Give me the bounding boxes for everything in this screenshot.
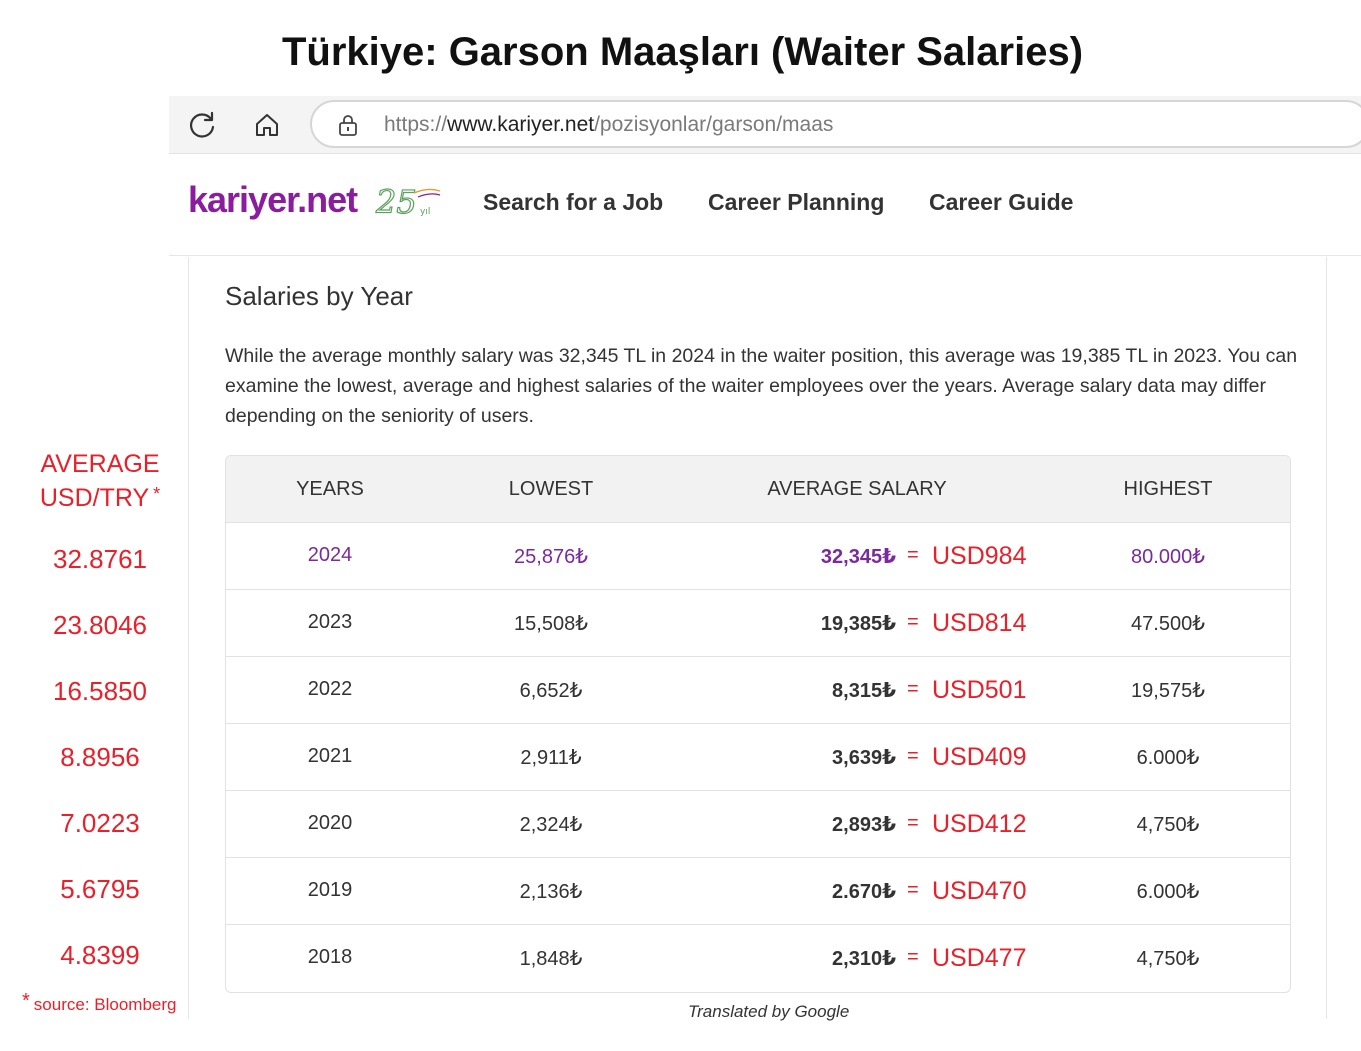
url-domain: www.kariyer.net (447, 113, 595, 136)
table-row: 2021 2,911₺ 3,639₺ = USD409 6.000₺ (226, 724, 1290, 791)
source-note: * source: Bloomberg (22, 990, 176, 1015)
cell-usd-equivalent: USD477 (932, 944, 1027, 972)
usd-try-rate: 4.8399 (60, 940, 140, 970)
cell-usd-equivalent: USD984 (932, 542, 1027, 570)
cell-highest: 47.500₺ (1131, 613, 1205, 635)
cell-year: 2022 (307, 678, 353, 700)
cell-average: 32,345₺ (820, 546, 896, 568)
cell-lowest: 2,911₺ (520, 747, 582, 769)
usd-try-rate: 32.8761 (53, 544, 147, 574)
rates-title-line1: AVERAGE (40, 450, 160, 478)
usd-try-rates-title: AVERAGE USD/TRY * (20, 449, 180, 513)
anniversary-25-badge: 25 yıl (374, 183, 441, 219)
cell-lowest: 15,508₺ (514, 613, 588, 635)
header-highest: HIGHEST (1123, 478, 1213, 500)
page-title: Türkiye: Garson Maaşları (Waiter Salarie… (281, 30, 1084, 74)
source-star: * (22, 990, 30, 1012)
usd-try-rate: 5.6795 (60, 874, 140, 904)
cell-highest: 4,750₺ (1136, 948, 1200, 970)
cell-average: 2,893₺ (832, 814, 896, 836)
table-row: 2023 15,508₺ 19,385₺ = USD814 47.500₺ (226, 590, 1290, 657)
table-header: YEARS LOWEST AVERAGE SALARY HIGHEST (226, 456, 1290, 523)
table-row: 2019 2,136₺ 2.670₺ = USD470 6.000₺ (226, 858, 1290, 925)
lock-icon[interactable] (336, 113, 360, 137)
cell-highest: 80.000₺ (1131, 546, 1205, 568)
equals-sign: = (907, 611, 919, 633)
usd-try-rate: 8.8956 (60, 742, 140, 772)
cell-lowest: 1,848₺ (519, 948, 583, 970)
usd-try-rate: 16.5850 (53, 676, 147, 706)
translation-credit: Translated by Google (688, 1002, 850, 1021)
equals-sign: = (907, 544, 919, 566)
svg-text:yıl: yıl (420, 207, 430, 217)
source-text: source: Bloomberg (33, 995, 177, 1014)
nav-search-for-a-job[interactable]: Search for a Job (483, 189, 664, 215)
rates-title-star: * (153, 484, 161, 504)
url-text: https://www.kariyer.net/pozisyonlar/gars… (384, 113, 833, 137)
equals-sign: = (907, 745, 919, 767)
usd-try-rate: 23.8046 (53, 610, 147, 640)
cell-usd-equivalent: USD814 (932, 609, 1027, 637)
address-bar[interactable]: https://www.kariyer.net/pozisyonlar/gars… (310, 100, 1361, 148)
usd-try-rate: 7.0223 (60, 808, 140, 838)
section-description: While the average monthly salary was 32,… (225, 345, 1298, 427)
cell-average: 2,310₺ (832, 948, 896, 970)
equals-sign: = (907, 678, 919, 700)
cell-year: 2019 (307, 879, 353, 901)
content-panel (188, 257, 1327, 1019)
logo-text: kariyer.net (188, 179, 358, 220)
cell-usd-equivalent: USD501 (932, 676, 1027, 704)
section-title: Salaries by Year (225, 281, 413, 311)
cell-year: 2018 (307, 946, 353, 968)
url-path: /pozisyonlar/garson/maas (594, 113, 834, 136)
cell-average: 8,315₺ (832, 680, 896, 702)
table-row: 2020 2,324₺ 2,893₺ = USD412 4,750₺ (226, 791, 1290, 858)
header-lowest: LOWEST (508, 478, 594, 500)
cell-highest: 6.000₺ (1136, 881, 1200, 903)
cell-lowest: 25,876₺ (514, 546, 588, 568)
cell-lowest: 2,324₺ (519, 814, 583, 836)
browser-toolbar: https://www.kariyer.net/pozisyonlar/gars… (169, 96, 1361, 154)
cell-usd-equivalent: USD409 (932, 743, 1027, 771)
cell-year: 2023 (307, 611, 353, 633)
cell-average: 3,639₺ (832, 747, 896, 769)
equals-sign: = (907, 879, 919, 901)
table-row: 2024 25,876₺ 32,345₺ = USD984 80.000₺ (226, 523, 1290, 590)
url-scheme: https:// (384, 113, 448, 136)
cell-highest: 19,575₺ (1131, 680, 1205, 702)
table-row: 2018 1,848₺ 2,310₺ = USD477 4,750₺ (226, 925, 1290, 992)
header-years: YEARS (296, 478, 364, 500)
cell-lowest: 6,652₺ (519, 680, 583, 702)
cell-usd-equivalent: USD412 (932, 810, 1027, 838)
cell-average: 19,385₺ (820, 613, 896, 635)
salary-table: YEARS LOWEST AVERAGE SALARY HIGHEST 2024… (225, 455, 1291, 993)
cell-highest: 6.000₺ (1136, 747, 1200, 769)
site-header: kariyer.net 25 yıl Search for a Job Care… (169, 155, 1361, 256)
nav-career-planning[interactable]: Career Planning (708, 189, 885, 215)
equals-sign: = (907, 812, 919, 834)
cell-year: 2021 (307, 745, 353, 767)
home-icon[interactable] (252, 110, 282, 140)
cell-usd-equivalent: USD470 (932, 877, 1027, 905)
cell-lowest: 2,136₺ (519, 881, 583, 903)
svg-text:25: 25 (375, 183, 417, 219)
header-average-salary: AVERAGE SALARY (767, 478, 947, 500)
cell-year: 2020 (307, 812, 353, 834)
table-row: 2022 6,652₺ 8,315₺ = USD501 19,575₺ (226, 657, 1290, 724)
rates-title-line2: USD/TRY (39, 484, 150, 512)
equals-sign: = (907, 946, 919, 968)
reload-icon[interactable] (187, 110, 217, 140)
cell-highest: 4,750₺ (1136, 814, 1200, 836)
cell-average: 2.670₺ (832, 881, 896, 903)
nav-career-guide[interactable]: Career Guide (929, 189, 1074, 215)
cell-year: 2024 (307, 544, 353, 566)
